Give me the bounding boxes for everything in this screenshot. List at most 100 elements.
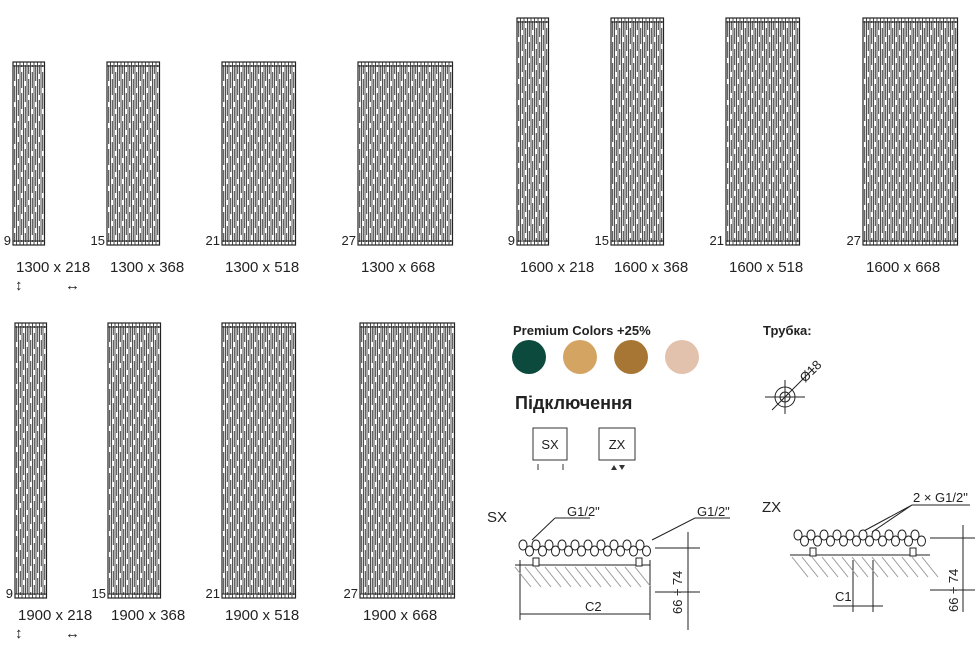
zx-tube	[845, 529, 855, 541]
hatch-line	[614, 566, 632, 588]
radiator-cap	[106, 240, 160, 246]
zx-tube	[839, 535, 848, 547]
tube-count: 15	[92, 586, 106, 601]
size-label: 1900 x 668	[363, 607, 437, 624]
radiator-cap	[107, 322, 161, 328]
hatch-line	[574, 566, 592, 588]
radiator	[862, 17, 959, 246]
tube-count: 9	[508, 233, 515, 248]
dimension-icon: ↔	[65, 277, 80, 294]
sx-floor	[514, 566, 652, 588]
zx-box	[598, 427, 636, 461]
size-label: 1600 x 518	[729, 259, 803, 276]
size-label: 1900 x 368	[111, 607, 185, 624]
hatch-line	[841, 556, 859, 578]
hatch-line	[801, 556, 819, 578]
zx-tube	[852, 535, 861, 547]
radiator-cap	[610, 17, 664, 23]
zx-tube	[800, 535, 809, 547]
color-swatch	[563, 340, 597, 374]
radiator-cap	[610, 240, 664, 246]
sx-tube	[577, 545, 586, 557]
tube-count: 21	[206, 233, 220, 248]
dimension-icon: ↕	[15, 277, 23, 294]
zx-tube	[910, 529, 920, 541]
radiator-cap	[516, 240, 549, 246]
sx-tube	[570, 539, 580, 551]
size-label: 1900 x 218	[18, 607, 92, 624]
radiator-cap	[12, 240, 45, 246]
sx-tube	[557, 539, 567, 551]
sx-tube	[583, 539, 593, 551]
dimension-icon: ↔	[65, 625, 80, 642]
zx-tube	[865, 535, 874, 547]
sx-tube	[629, 545, 638, 557]
tube-count: 27	[342, 233, 356, 248]
sx-label: SX	[487, 509, 507, 526]
zx-tube	[884, 529, 894, 541]
sx-tube	[622, 539, 632, 551]
radiator-cap	[221, 593, 296, 599]
zx-tube	[806, 529, 816, 541]
zx-tube	[878, 535, 887, 547]
hatch-line	[524, 566, 542, 588]
radiator	[357, 61, 454, 246]
bracket	[532, 557, 540, 567]
sx-diagram	[515, 517, 730, 630]
sx-tube	[531, 539, 541, 551]
tube-count: 21	[206, 586, 220, 601]
zx-tube	[826, 535, 835, 547]
tube-count: 15	[595, 233, 609, 248]
radiator-cap	[725, 240, 800, 246]
sx-tube	[564, 545, 573, 557]
hatch-line	[791, 556, 809, 578]
tube-count: 9	[6, 586, 13, 601]
hatch-line	[811, 556, 829, 578]
bracket	[909, 547, 917, 557]
hatch-line	[921, 556, 939, 578]
hatch-line	[564, 566, 582, 588]
connections-title: Підключення	[515, 393, 632, 413]
color-swatch	[512, 340, 546, 374]
radiator	[107, 322, 162, 599]
hatch-line	[861, 556, 879, 578]
radiator	[359, 322, 456, 599]
size-label: 1300 x 518	[225, 259, 299, 276]
radiator-cap	[359, 322, 455, 328]
radiator-cap	[221, 61, 296, 67]
color-swatch	[665, 340, 699, 374]
size-label: 1300 x 218	[16, 259, 90, 276]
tube-count: 15	[91, 233, 105, 248]
zx-floor	[791, 556, 939, 578]
hatch-line	[881, 556, 899, 578]
hatch-line	[901, 556, 919, 578]
sx-left-connection: G1/2"	[567, 504, 600, 519]
zx-tube	[917, 535, 926, 547]
radiator	[12, 61, 46, 246]
sx-right-connection: G1/2"	[697, 504, 730, 519]
hatch-line	[544, 566, 562, 588]
hatch-line	[604, 566, 622, 588]
radiator-cap	[221, 322, 296, 328]
radiator-cap	[12, 61, 45, 67]
radiator-cap	[14, 593, 47, 599]
radiator-cap	[359, 593, 455, 599]
radiator-cap	[862, 240, 958, 246]
zx-tube	[819, 529, 829, 541]
zx-diagram	[790, 504, 975, 612]
radiator-cap	[516, 17, 549, 23]
hatch-line	[911, 556, 929, 578]
sx-tube	[525, 545, 534, 557]
hatch-line	[514, 566, 532, 588]
hatch-line	[821, 556, 839, 578]
sx-distance: C2	[585, 599, 602, 614]
sx-option: SX	[541, 437, 559, 452]
zx-connection: 2 × G1/2"	[913, 490, 968, 505]
radiator-cap	[14, 322, 47, 328]
radiator-cap	[221, 240, 296, 246]
zx-tube	[871, 529, 881, 541]
tube-title: Трубка:	[763, 323, 812, 338]
size-label: 1300 x 668	[361, 259, 435, 276]
bracket	[809, 547, 817, 557]
